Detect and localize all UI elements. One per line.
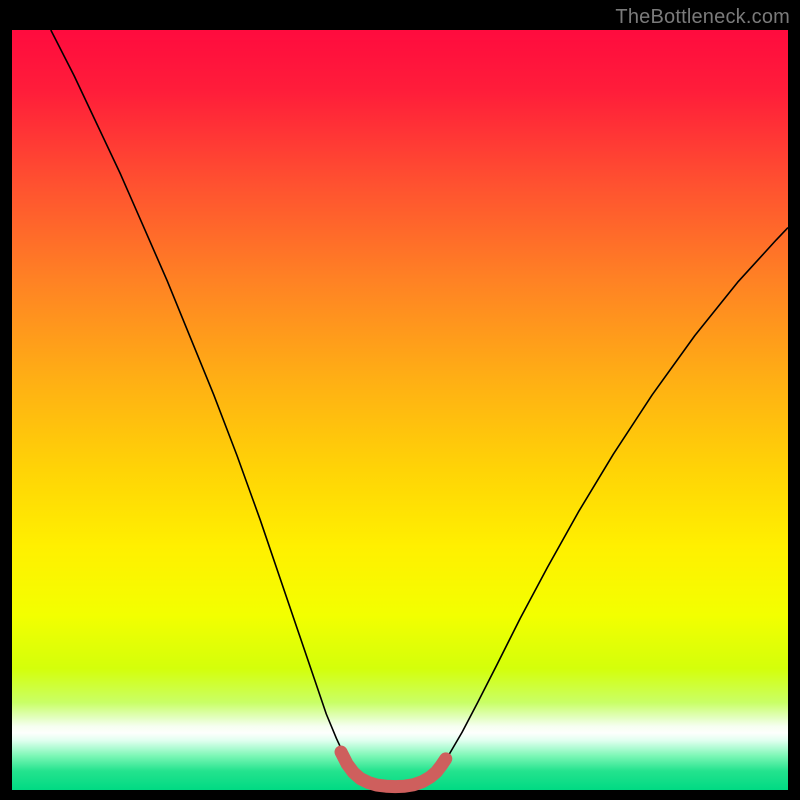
watermark-text: TheBottleneck.com [615,6,790,29]
chart-background [12,30,788,790]
bottleneck-chart [0,0,800,800]
chart-container: { "watermark": { "text": "TheBottleneck.… [0,0,800,800]
